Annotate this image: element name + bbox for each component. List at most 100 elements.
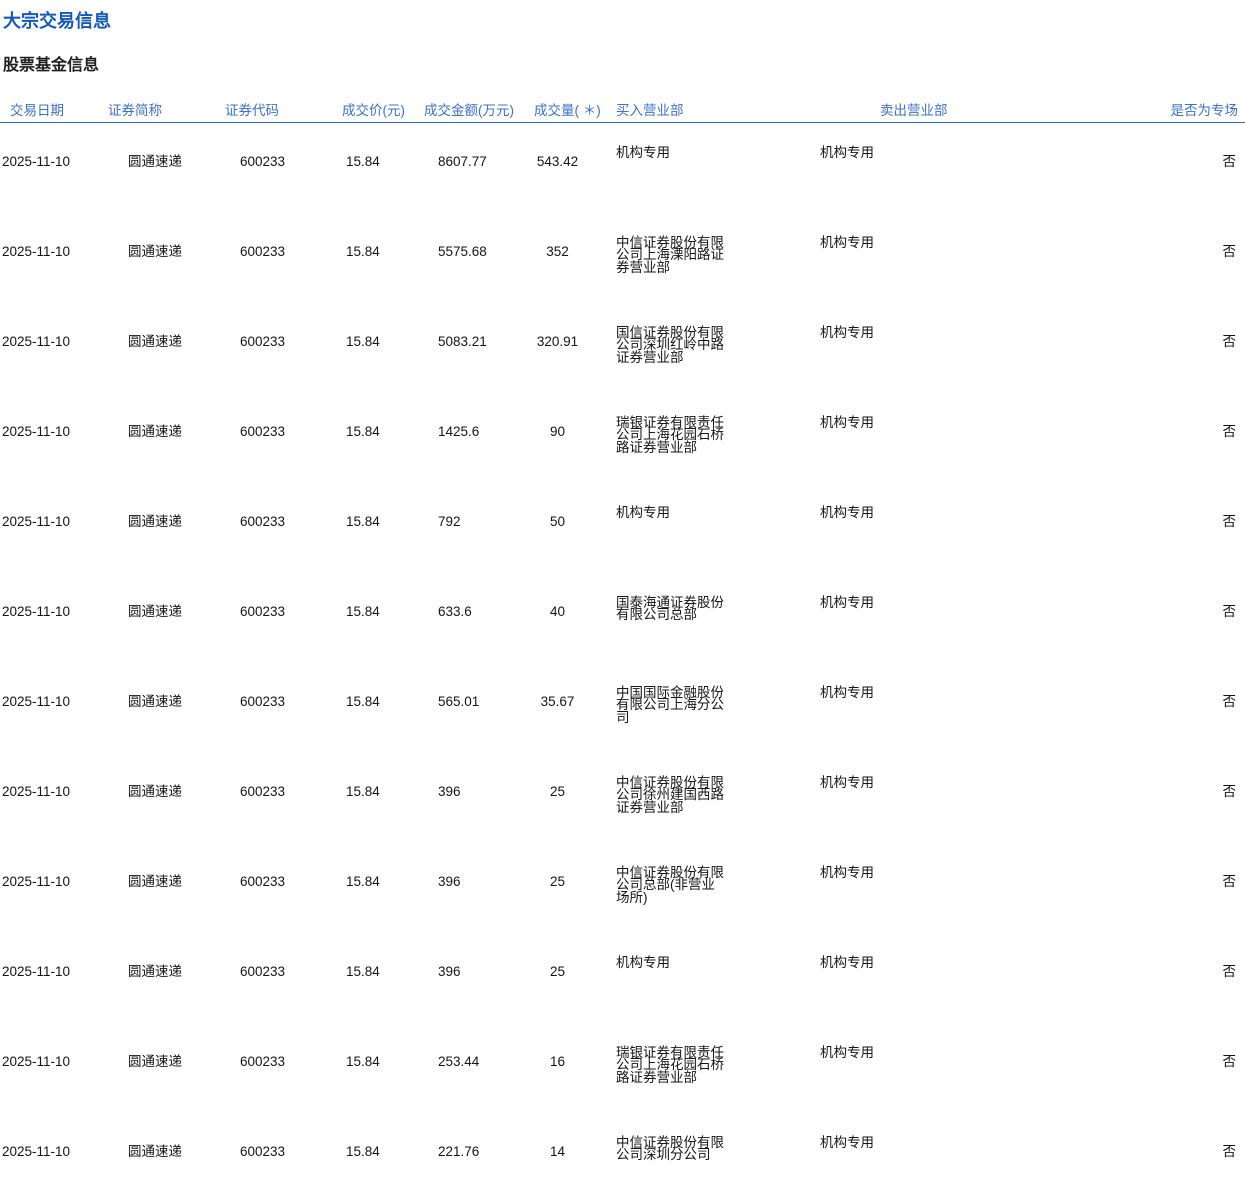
column-header-buy-dept: 买入营业部 xyxy=(616,103,684,118)
cell-sell-dept: 机构专用 xyxy=(820,1045,874,1060)
cell-buy-dept: 机构专用 xyxy=(616,955,670,970)
cell-price: 15.84 xyxy=(346,1144,380,1159)
cell-buy-dept: 中信证券股份有限公司上海溧阳路证券营业部 xyxy=(616,235,724,275)
table-row: 2025-11-10 圆通速递 600233 15.84 565.01 35.67 中国国际… xyxy=(0,664,1245,754)
cell-sell-dept: 机构专用 xyxy=(820,1135,874,1150)
table-row: 2025-11-10 圆通速递 600233 15.84 5575.68 352 中信证券股… xyxy=(0,214,1245,304)
cell-sell-dept: 机构专用 xyxy=(820,415,874,430)
cell-special: 否 xyxy=(1222,154,1237,169)
cell-sell-dept: 机构专用 xyxy=(820,235,874,250)
table-row: 2025-11-10 圆通速递 600233 15.84 5083.21 320.91 国信… xyxy=(0,304,1245,394)
cell-price: 15.84 xyxy=(346,874,380,889)
cell-security-code: 600233 xyxy=(240,784,286,799)
cell-security-name: 圆通速递 xyxy=(128,244,182,259)
cell-special: 否 xyxy=(1222,244,1237,259)
cell-special: 否 xyxy=(1222,424,1237,439)
table-row: 2025-11-10 圆通速递 600233 15.84 792 50 机构专用 机构专用否 xyxy=(0,484,1245,574)
cell-trade-date: 2025-11-10 xyxy=(2,1144,71,1159)
cell-sell-dept: 机构专用 xyxy=(820,505,874,520)
column-header-security-name: 证券简称 xyxy=(108,103,162,118)
cell-trade-date: 2025-11-10 xyxy=(2,964,71,979)
cell-amount: 396 xyxy=(438,784,461,799)
cell-sell-dept: 机构专用 xyxy=(820,685,874,700)
cell-sell-dept: 机构专用 xyxy=(820,325,874,340)
column-header-amount: 成交金额(万元) xyxy=(424,103,514,118)
page-title: 大宗交易信息 xyxy=(3,11,111,31)
cell-special: 否 xyxy=(1222,334,1237,349)
table-row: 2025-11-10 圆通速递 600233 15.84 396 25 机构专用 机构专用否 xyxy=(0,934,1245,1024)
cell-volume: 320.91 xyxy=(536,334,579,349)
cell-security-code: 600233 xyxy=(240,154,286,169)
cell-trade-date: 2025-11-10 xyxy=(2,694,71,709)
cell-amount: 565.01 xyxy=(438,694,480,709)
cell-price: 15.84 xyxy=(346,784,380,799)
table-row: 2025-11-10 圆通速递 600233 15.84 8607.77 543.42 机构… xyxy=(0,124,1245,214)
column-header-sell-dept: 卖出营业部 xyxy=(880,103,948,118)
cell-security-code: 600233 xyxy=(240,604,286,619)
cell-security-name: 圆通速递 xyxy=(128,874,182,889)
cell-volume: 14 xyxy=(549,1144,566,1159)
cell-amount: 221.76 xyxy=(438,1144,480,1159)
cell-buy-dept: 中信证券股份有限公司深圳分公司 xyxy=(616,1135,724,1163)
cell-security-name: 圆通速递 xyxy=(128,424,182,439)
column-header-security-code: 证券代码 xyxy=(225,103,279,118)
header-divider xyxy=(0,122,1245,123)
cell-security-name: 圆通速递 xyxy=(128,1144,182,1159)
table-row: 2025-11-10 圆通速递 600233 15.84 221.76 14 中信证券股份有… xyxy=(0,1114,1245,1204)
cell-security-name: 圆通速递 xyxy=(128,604,182,619)
cell-security-code: 600233 xyxy=(240,694,286,709)
cell-special: 否 xyxy=(1222,604,1237,619)
cell-buy-dept: 瑞银证券有限责任公司上海花园石桥路证券营业部 xyxy=(616,1045,724,1085)
cell-buy-dept: 国泰海通证券股份有限公司总部 xyxy=(616,595,724,623)
cell-sell-dept: 机构专用 xyxy=(820,865,874,880)
cell-security-name: 圆通速递 xyxy=(128,514,182,529)
column-header-trade-date: 交易日期 xyxy=(10,103,64,118)
table-row: 2025-11-10 圆通速递 600233 15.84 396 25 中信证券股份有限公司… xyxy=(0,754,1245,844)
cell-trade-date: 2025-11-10 xyxy=(2,244,71,259)
cell-amount: 253.44 xyxy=(438,1054,480,1069)
cell-amount: 8607.77 xyxy=(438,154,487,169)
cell-special: 否 xyxy=(1222,514,1237,529)
cell-sell-dept: 机构专用 xyxy=(820,145,874,160)
cell-buy-dept: 国信证券股份有限公司深圳红岭中路证券营业部 xyxy=(616,325,724,365)
cell-trade-date: 2025-11-10 xyxy=(2,784,71,799)
cell-security-name: 圆通速递 xyxy=(128,1054,182,1069)
cell-buy-dept: 机构专用 xyxy=(616,505,670,520)
column-header-price: 成交价(元) xyxy=(342,103,405,118)
cell-security-code: 600233 xyxy=(240,964,286,979)
cell-volume: 543.42 xyxy=(536,154,579,169)
cell-special: 否 xyxy=(1222,874,1237,889)
cell-special: 否 xyxy=(1222,694,1237,709)
cell-security-code: 600233 xyxy=(240,1144,286,1159)
table-rows: 2025-11-10 圆通速递 600233 15.84 8607.77 543.42 机构… xyxy=(0,124,1245,1204)
cell-volume: 40 xyxy=(549,604,566,619)
cell-amount: 1425.6 xyxy=(438,424,480,439)
cell-special: 否 xyxy=(1222,784,1237,799)
cell-trade-date: 2025-11-10 xyxy=(2,424,71,439)
cell-security-code: 600233 xyxy=(240,1054,286,1069)
cell-special: 否 xyxy=(1222,1054,1237,1069)
cell-volume: 90 xyxy=(549,424,566,439)
cell-buy-dept: 中信证券股份有限公司徐州建国西路证券营业部 xyxy=(616,775,724,815)
cell-trade-date: 2025-11-10 xyxy=(2,514,71,529)
cell-buy-dept: 中国国际金融股份有限公司上海分公司 xyxy=(616,685,724,725)
cell-security-code: 600233 xyxy=(240,874,286,889)
cell-price: 15.84 xyxy=(346,694,380,709)
cell-price: 15.84 xyxy=(346,244,380,259)
section-title: 股票基金信息 xyxy=(3,57,100,74)
cell-volume: 35.67 xyxy=(540,694,575,709)
cell-security-code: 600233 xyxy=(240,514,286,529)
cell-price: 15.84 xyxy=(346,1054,380,1069)
cell-security-code: 600233 xyxy=(240,244,286,259)
table-row: 2025-11-10 圆通速递 600233 15.84 1425.6 90 瑞银证券有限责… xyxy=(0,394,1245,484)
cell-price: 15.84 xyxy=(346,514,380,529)
cell-security-name: 圆通速递 xyxy=(128,334,182,349)
cell-amount: 633.6 xyxy=(438,604,472,619)
cell-volume: 50 xyxy=(549,514,566,529)
cell-buy-dept: 机构专用 xyxy=(616,145,670,160)
cell-amount: 396 xyxy=(438,874,461,889)
cell-price: 15.84 xyxy=(346,424,380,439)
cell-price: 15.84 xyxy=(346,964,380,979)
cell-special: 否 xyxy=(1222,964,1237,979)
cell-trade-date: 2025-11-10 xyxy=(2,874,71,889)
